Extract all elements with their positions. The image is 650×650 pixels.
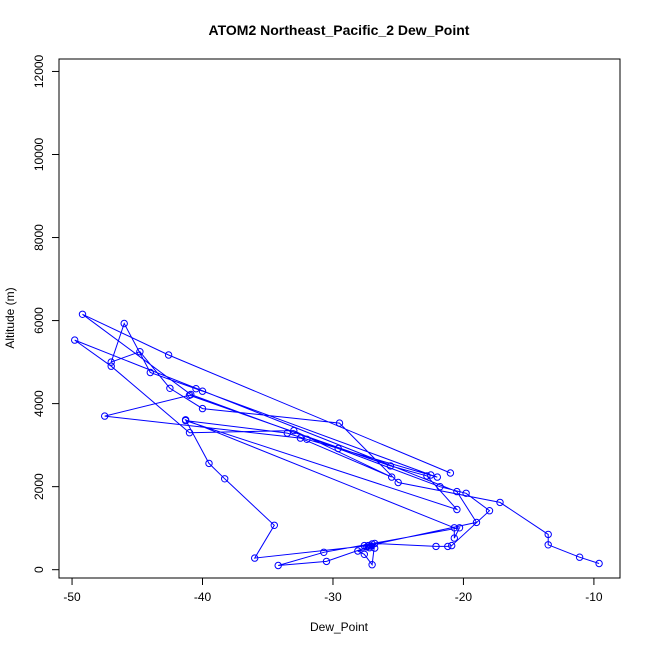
- x-tick-label: -50: [63, 590, 81, 604]
- data-point: [453, 505, 461, 514]
- points-layer: [71, 310, 603, 570]
- data-point: [107, 362, 115, 370]
- series-layer: [74, 313, 600, 566]
- data-point: [198, 387, 207, 395]
- y-tick-label: 2000: [32, 473, 46, 500]
- data-point: [595, 559, 603, 568]
- data-point: [485, 507, 494, 515]
- data-point: [146, 368, 155, 377]
- data-point: [371, 539, 379, 548]
- plot-frame: [58, 58, 621, 579]
- data-point: [205, 459, 213, 468]
- x-tick-label: -20: [455, 590, 473, 604]
- y-tick-label: 0: [32, 566, 46, 573]
- x-axis: -50 -40 -30 -20 -10: [63, 577, 603, 604]
- data-point: [450, 524, 458, 532]
- series-line: [74, 313, 600, 566]
- data-point: [107, 358, 115, 366]
- data-point: [192, 385, 200, 393]
- data-point: [187, 390, 195, 399]
- data-point: [446, 469, 455, 477]
- data-point: [136, 348, 144, 356]
- data-point: [360, 550, 368, 558]
- y-axis-label: Altitude (m): [3, 287, 17, 348]
- data-point: [274, 561, 282, 570]
- data-point: [394, 478, 402, 487]
- data-point: [448, 541, 456, 550]
- y-axis: 0 2000 4000 6000 8000 10000 12000: [32, 54, 60, 573]
- x-axis-label: Dew_Point: [310, 620, 369, 634]
- data-point: [335, 419, 344, 427]
- data-point: [496, 498, 504, 507]
- data-point: [444, 542, 452, 551]
- data-point: [198, 404, 207, 413]
- x-tick-label: -30: [324, 590, 342, 604]
- data-point: [185, 391, 194, 399]
- data-point: [368, 561, 376, 569]
- data-point: [166, 384, 174, 392]
- data-point: [575, 553, 584, 561]
- data-point: [544, 541, 552, 549]
- data-point: [450, 534, 458, 542]
- data-point: [185, 429, 194, 437]
- data-point: [71, 336, 79, 344]
- data-point: [283, 429, 291, 437]
- data-point: [363, 543, 371, 551]
- data-point: [101, 412, 109, 420]
- data-point: [472, 518, 481, 527]
- data-point: [453, 487, 461, 496]
- data-point: [364, 541, 372, 550]
- x-tick-label: -40: [194, 590, 212, 604]
- data-point: [433, 473, 441, 481]
- data-point: [120, 319, 128, 328]
- data-point: [221, 475, 229, 483]
- data-point: [78, 310, 87, 318]
- data-point: [455, 524, 464, 532]
- chart-title: ATOM2 Northeast_Pacific_2 Dew_Point: [209, 22, 470, 38]
- data-point: [320, 548, 328, 556]
- y-tick-label: 8000: [32, 224, 46, 251]
- data-point: [164, 351, 173, 359]
- data-point: [251, 554, 259, 562]
- data-point: [386, 462, 395, 470]
- y-tick-label: 6000: [32, 307, 46, 334]
- y-tick-label: 12000: [32, 54, 46, 88]
- data-point: [181, 416, 190, 424]
- data-point: [462, 489, 470, 497]
- data-point: [354, 547, 362, 555]
- data-point: [334, 444, 342, 453]
- x-tick-label: -10: [585, 590, 603, 604]
- data-point: [423, 472, 431, 480]
- data-point: [432, 542, 440, 551]
- data-point: [322, 557, 331, 566]
- data-point: [296, 434, 305, 442]
- data-point: [270, 521, 278, 529]
- data-point: [388, 473, 396, 481]
- y-tick-label: 4000: [32, 390, 46, 417]
- data-point: [544, 530, 552, 539]
- data-point: [436, 483, 444, 491]
- data-point: [290, 426, 298, 435]
- y-tick-label: 10000: [32, 137, 46, 171]
- data-point: [427, 471, 435, 479]
- data-point: [371, 544, 379, 552]
